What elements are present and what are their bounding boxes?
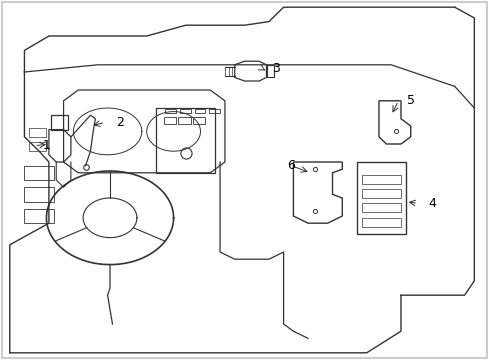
Text: 3: 3 (272, 62, 280, 75)
Bar (24, 166, 54, 180)
Bar (193, 117, 205, 124)
Bar (209, 109, 220, 113)
Bar (361, 175, 400, 184)
Bar (361, 189, 400, 198)
Bar (194, 109, 205, 113)
Bar (180, 109, 190, 113)
Text: 2: 2 (116, 116, 123, 129)
Text: 4: 4 (428, 197, 436, 210)
Bar (165, 109, 176, 113)
Bar (178, 117, 190, 124)
Bar (24, 209, 54, 223)
Bar (24, 187, 54, 202)
Text: 1: 1 (42, 139, 50, 152)
Bar (29, 142, 46, 151)
Bar (361, 203, 400, 212)
Text: 6: 6 (286, 159, 294, 172)
Bar (29, 128, 46, 137)
Bar (361, 218, 400, 227)
Text: 5: 5 (406, 94, 414, 107)
Bar (163, 117, 176, 124)
